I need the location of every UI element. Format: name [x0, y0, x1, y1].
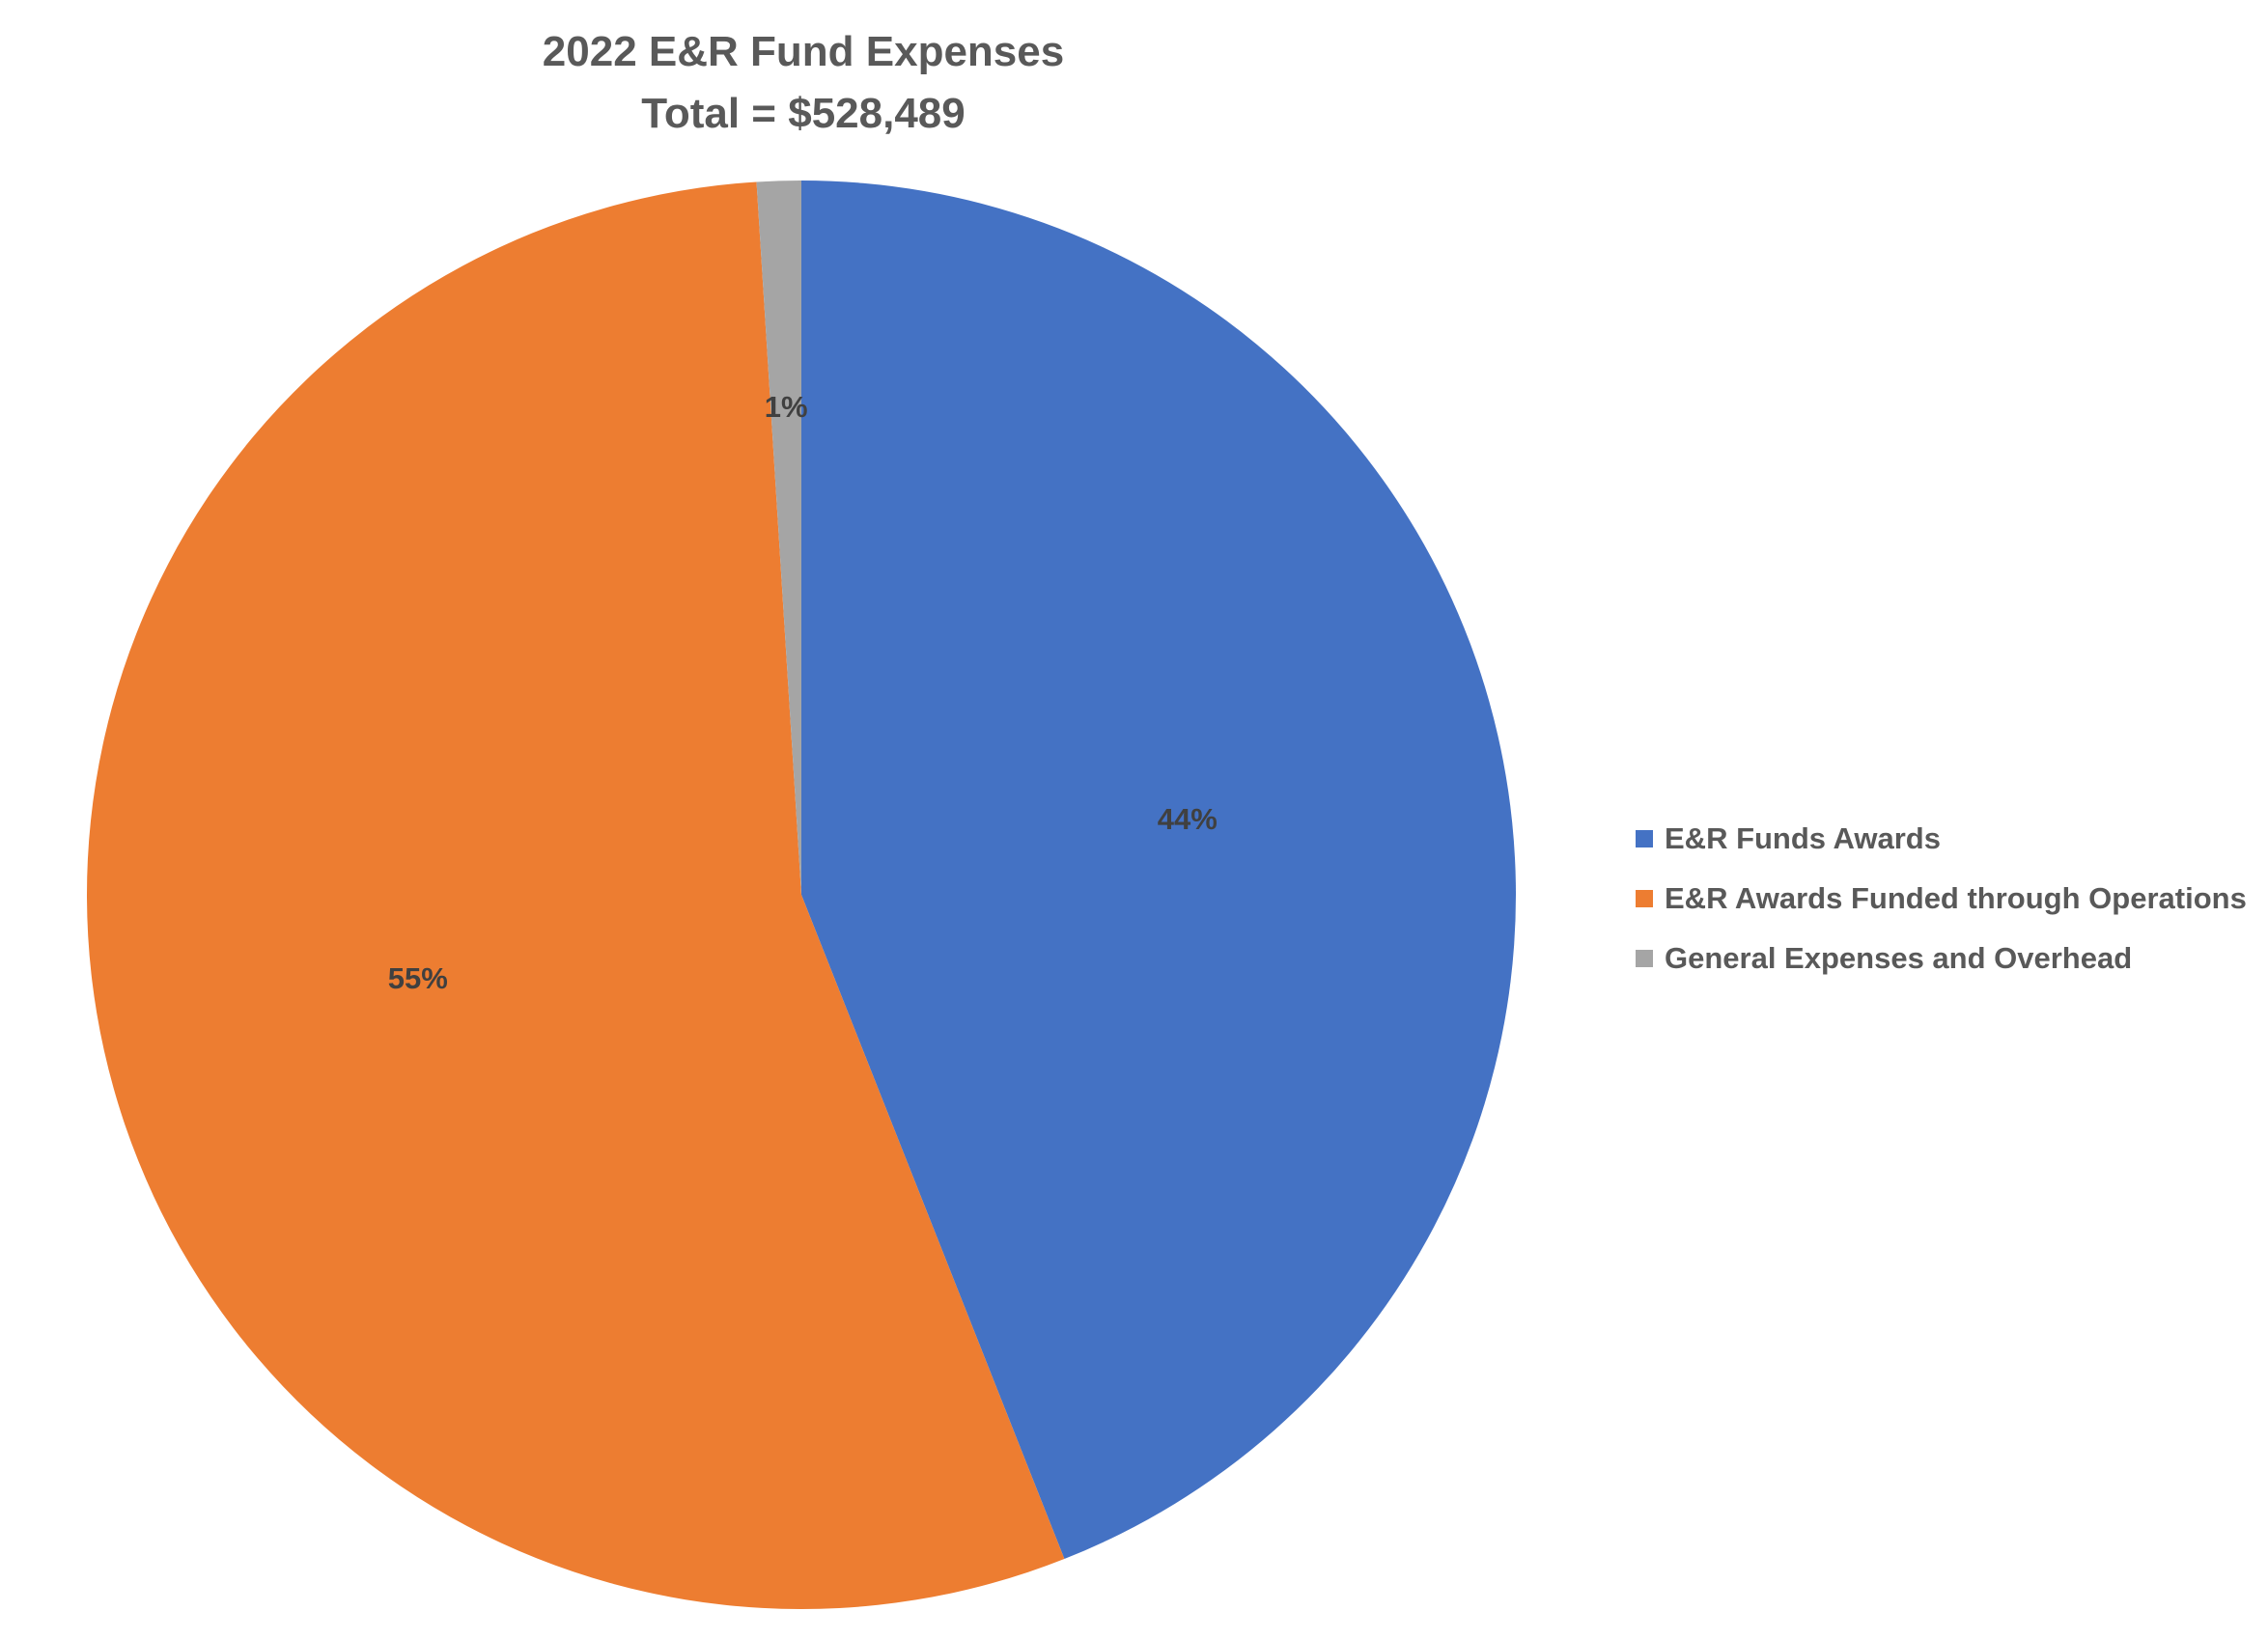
- pie-slices: [86, 181, 1517, 1610]
- legend-label: E&R Funds Awards: [1665, 821, 1941, 855]
- legend-item: E&R Awards Funded through Operations: [1636, 869, 2247, 929]
- pie-slice: [86, 181, 1065, 1610]
- legend-swatch: [1636, 830, 1653, 847]
- pie-slice: [756, 181, 801, 895]
- pie-slice: [801, 181, 1517, 1560]
- legend-item: E&R Funds Awards: [1636, 809, 2247, 869]
- legend-label: General Expenses and Overhead: [1665, 941, 2133, 975]
- legend: E&R Funds Awards E&R Awards Funded throu…: [1636, 809, 2247, 988]
- legend-item: General Expenses and Overhead: [1636, 929, 2247, 988]
- legend-swatch: [1636, 950, 1653, 967]
- legend-label: E&R Awards Funded through Operations: [1665, 881, 2247, 915]
- chart-title-block: 2022 E&R Fund Expenses Total = $528,489: [0, 21, 1607, 145]
- chart-subtitle: Total = $528,489: [641, 90, 966, 137]
- pie-data-labels: 44% 55% 1%: [388, 390, 1218, 995]
- pie-data-label: 55%: [388, 961, 448, 995]
- pie-data-label: 1%: [765, 390, 808, 424]
- legend-swatch: [1636, 890, 1653, 907]
- chart-title: 2022 E&R Fund Expenses: [542, 28, 1065, 75]
- pie-data-label: 44%: [1158, 802, 1218, 836]
